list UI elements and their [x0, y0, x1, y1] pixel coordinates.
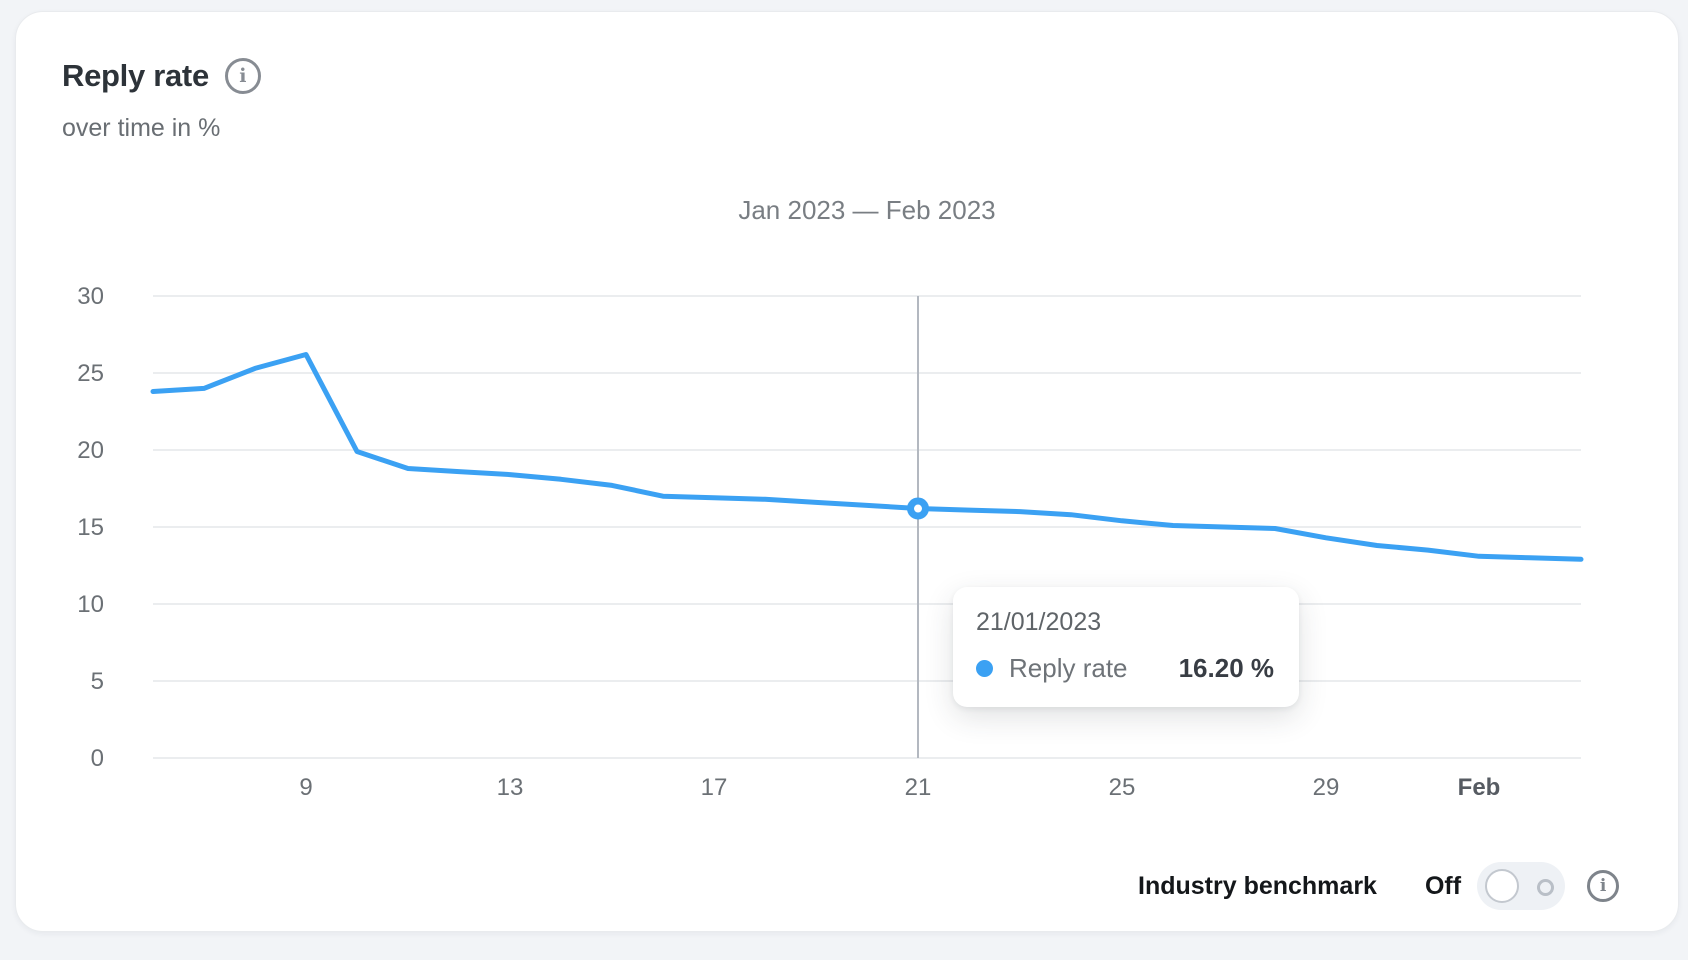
benchmark-info-icon[interactable]: i — [1587, 870, 1620, 902]
y-tick-label-15: 15 — [77, 514, 104, 541]
highlighted-point-marker[interactable] — [907, 497, 929, 520]
reply-rate-card: Reply rate i over time in % Jan 2023 — F… — [15, 11, 1679, 932]
card-subtitle: over time in % — [62, 114, 221, 142]
industry-benchmark-label: Industry benchmark — [1138, 871, 1377, 900]
industry-benchmark-toggle[interactable] — [1477, 862, 1566, 910]
reply-rate-info-icon[interactable]: i — [224, 58, 261, 94]
x-tick-label-25: 25 — [1109, 774, 1136, 801]
tooltip-series-row: Reply rate 16.20 % — [976, 653, 1274, 684]
x-tick-label-17: 17 — [701, 774, 728, 801]
page-title: Reply rate — [62, 58, 209, 93]
toggle-on-ring-icon — [1537, 879, 1555, 896]
tooltip-series-label: Reply rate — [1009, 653, 1128, 683]
reply-rate-line — [150, 352, 1584, 562]
x-tick-label-13: 13 — [497, 774, 524, 801]
chart-period-title: Jan 2023 — Feb 2023 — [738, 195, 996, 225]
reply-rate-chart[interactable]: 30 25 20 15 10 5 0 9 13 17 21 25 29 Feb — [16, 12, 1688, 960]
x-tick-label-Feb: Feb — [1458, 774, 1501, 801]
y-tick-label-0: 0 — [91, 745, 104, 772]
card-header: Reply rate i — [62, 58, 261, 94]
toggle-knob[interactable] — [1485, 869, 1520, 903]
x-tick-label-21: 21 — [905, 774, 932, 801]
series-color-dot-icon — [976, 660, 993, 677]
industry-benchmark-control: Industry benchmark Off i — [1138, 862, 1620, 910]
tooltip-date: 21/01/2023 — [976, 608, 1102, 636]
benchmark-state-label: Off — [1424, 871, 1462, 900]
y-tick-label-10: 10 — [77, 591, 104, 618]
chart-tooltip: 21/01/2023 Reply rate 16.20 % — [953, 587, 1299, 707]
y-tick-label-30: 30 — [77, 283, 104, 310]
x-tick-label-9: 9 — [299, 774, 312, 801]
y-tick-label-20: 20 — [77, 437, 104, 464]
y-tick-label-25: 25 — [77, 360, 104, 387]
tooltip-series-value: 16.20 % — [1178, 653, 1274, 683]
y-tick-label-5: 5 — [91, 668, 104, 695]
x-tick-label-29: 29 — [1313, 774, 1340, 801]
